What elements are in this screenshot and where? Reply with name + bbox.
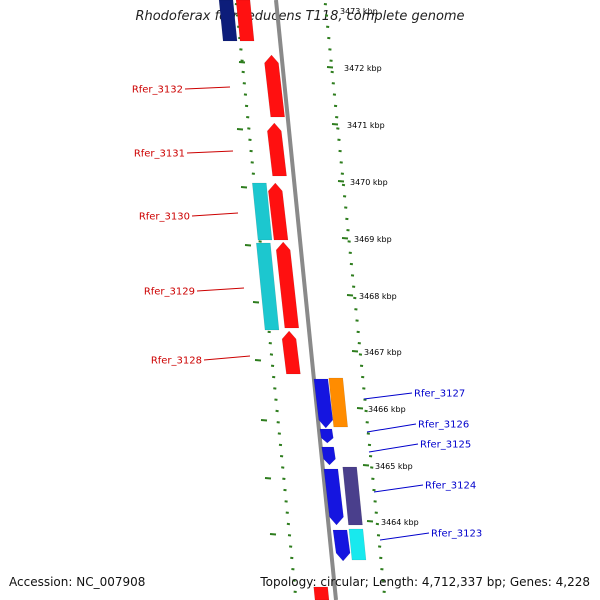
ruler-major-tick xyxy=(254,359,262,362)
gene-arrow-cyan xyxy=(256,242,280,331)
gene-arrow-rfer-3128 xyxy=(281,330,301,375)
gene-leader-line xyxy=(191,212,239,217)
ruler-major-tick xyxy=(341,237,349,240)
ruler-major-tick xyxy=(240,186,248,189)
gene-label-rfer-3129: Rfer_3129 xyxy=(144,287,195,298)
ruler-major-tick xyxy=(362,464,370,467)
ruler-major-tick xyxy=(331,123,339,126)
topology-text: Topology: circular; Length: 4,712,337 bp… xyxy=(260,575,590,589)
ruler-major-tick xyxy=(236,128,244,131)
gene-leader-line xyxy=(186,150,234,154)
kbp-tick-label: 3472 kbp xyxy=(344,64,382,73)
gene-label-rfer-3126: Rfer_3126 xyxy=(418,420,469,431)
kbp-tick-label: 3473 kbp xyxy=(340,7,378,16)
gene-arrow-rfer-3125 xyxy=(321,446,336,466)
kbp-tick-label: 3470 kbp xyxy=(350,178,388,187)
ruler-major-tick xyxy=(252,301,260,304)
gene-arrow xyxy=(235,0,255,42)
gene-leader-line xyxy=(366,423,417,433)
gene-arrow-rfer-3129 xyxy=(275,241,300,329)
gene-label-rfer-3132: Rfer_3132 xyxy=(132,85,183,96)
gene-label-rfer-3131: Rfer_3131 xyxy=(134,149,185,160)
ruler-major-tick xyxy=(356,407,364,410)
gene-leader-line xyxy=(203,355,251,361)
gene-arrow-rfer-3127-b xyxy=(328,377,348,428)
gene-arrow-rfer-3126 xyxy=(319,428,334,444)
gene-arrow-rfer-3132 xyxy=(264,54,285,118)
gene-arrow-rfer-3123-b xyxy=(348,528,367,561)
right-ruler xyxy=(323,3,386,593)
ruler-major-tick xyxy=(351,350,359,353)
gene-arrow-rfer-3130 xyxy=(268,182,289,241)
gene-label-rfer-3128: Rfer_3128 xyxy=(151,356,202,367)
gene-leader-line xyxy=(363,392,413,400)
gene-label-rfer-3127: Rfer_3127 xyxy=(414,389,465,400)
accession-text: Accession: NC_007908 xyxy=(9,575,146,589)
gene-leader-line xyxy=(368,443,419,453)
ruler-major-tick xyxy=(337,180,345,183)
gene-arrow-cyan xyxy=(252,182,273,241)
gene-leader-line xyxy=(373,484,424,493)
ruler-major-tick xyxy=(269,533,277,536)
gene-label-rfer-3125: Rfer_3125 xyxy=(420,440,471,451)
gene-arrow-rfer-3123 xyxy=(332,529,351,562)
backbone-line xyxy=(274,0,338,600)
ruler-major-tick xyxy=(366,520,374,523)
gene-arrow-rfer-3124 xyxy=(323,468,344,526)
kbp-tick-label: 3471 kbp xyxy=(347,121,385,130)
ruler-major-tick xyxy=(326,66,334,69)
gene-label-rfer-3124: Rfer_3124 xyxy=(425,481,476,492)
ruler-major-tick xyxy=(346,294,354,297)
ruler-major-tick xyxy=(260,419,268,422)
kbp-tick-label: 3465 kbp xyxy=(375,462,413,471)
gene-label-rfer-3123: Rfer_3123 xyxy=(431,529,482,540)
kbp-tick-label: 3467 kbp xyxy=(364,348,402,357)
kbp-tick-label: 3469 kbp xyxy=(354,235,392,244)
ruler-major-tick xyxy=(244,244,252,247)
kbp-tick-label: 3466 kbp xyxy=(368,405,406,414)
kbp-tick-label: 3468 kbp xyxy=(359,292,397,301)
gene-arrow xyxy=(313,586,330,600)
gene-leader-line xyxy=(196,287,245,292)
map-title: Rhodoferax ferrireducens T118, complete … xyxy=(135,9,465,24)
gene-leader-line xyxy=(184,86,231,90)
gene-arrow-rfer-3131 xyxy=(267,122,287,177)
kbp-tick-label: 3464 kbp xyxy=(381,518,419,527)
gene-arrow-rfer-3127 xyxy=(313,378,334,429)
gene-arrow-rfer-3124-b xyxy=(342,466,363,526)
gene-label-rfer-3130: Rfer_3130 xyxy=(139,212,190,223)
ruler-major-tick xyxy=(264,477,272,480)
gene-arrow xyxy=(218,0,238,42)
gene-leader-line xyxy=(379,532,430,541)
ruler-major-tick xyxy=(238,61,246,64)
